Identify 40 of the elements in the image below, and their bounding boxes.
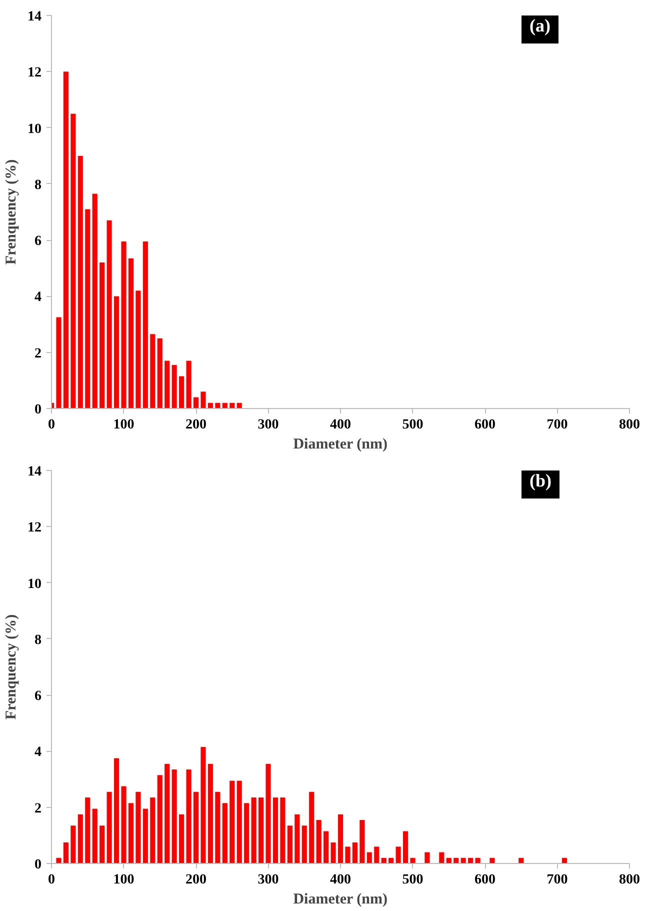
x-tick-label: 600 [474,872,496,888]
x-tick-label: 100 [113,872,134,888]
x-tick-label: 0 [48,418,55,432]
x-tick-label: 500 [402,872,424,888]
annotation: (b) [530,470,552,490]
x-axis-title: Diameter (nm) [293,892,388,908]
y-axis-title: Frenquency (%) [4,159,20,265]
x-tick-label: 800 [619,872,640,888]
x-tick-label: 100 [113,418,134,432]
y-tick-label: 8 [34,632,42,648]
y-tick-label: 4 [34,290,42,306]
y-tick-label: 0 [34,402,42,418]
y-tick-label: 2 [34,346,42,362]
x-tick-label: 0 [48,872,55,888]
x-axis-title: Diameter (nm) [293,436,388,452]
y-axis-title: Frenquency (%) [4,614,20,720]
y-tick-label: 10 [28,576,42,592]
x-tick-label: 200 [186,418,206,432]
x-tick-label: 200 [186,872,206,888]
y-tick-label: 6 [34,689,42,704]
y-tick-label: 14 [28,10,42,24]
y-tick-label: 14 [28,464,42,480]
y-tick-label: 4 [34,745,42,760]
x-tick-label: 400 [330,418,351,432]
y-tick-label: 10 [28,122,42,137]
y-tick-label: 12 [28,66,42,81]
y-tick-label: 0 [34,858,42,872]
y-tick-label: 2 [34,801,42,816]
x-tick-label: 700 [546,418,568,432]
x-tick-label: 600 [474,418,496,432]
y-tick-label: 12 [28,520,42,536]
annotation: (a) [530,16,550,36]
x-tick-label: 300 [258,872,279,888]
y-tick-label: 6 [34,234,42,250]
x-tick-label: 400 [330,872,351,888]
y-tick-label: 8 [34,178,42,193]
x-tick-label: 500 [402,418,424,432]
x-tick-label: 700 [546,872,568,888]
x-tick-label: 300 [258,418,279,432]
x-tick-label: 800 [619,418,640,432]
